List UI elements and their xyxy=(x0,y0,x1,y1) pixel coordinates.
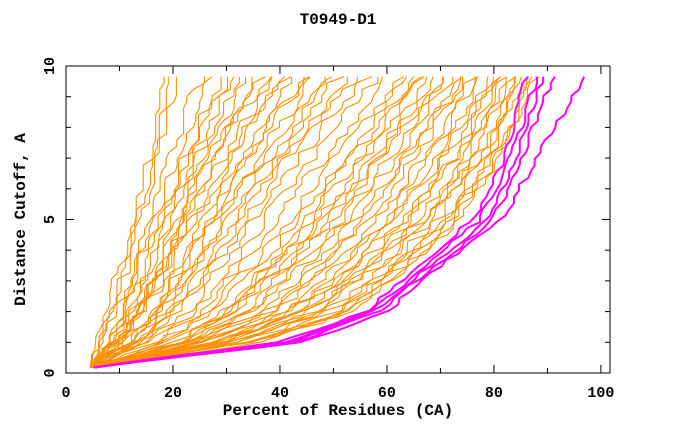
model-curve xyxy=(96,76,434,369)
model-curve xyxy=(91,76,476,369)
model-curve xyxy=(95,76,305,368)
model-curve xyxy=(93,76,286,368)
x-tick-label: 60 xyxy=(378,385,396,402)
model-curve xyxy=(98,76,359,368)
model-curve xyxy=(97,76,415,368)
model-curve xyxy=(92,76,489,369)
model-curve xyxy=(96,76,464,369)
model-curve xyxy=(94,76,310,368)
model-curve xyxy=(91,76,311,369)
x-tick-label: 80 xyxy=(485,385,503,402)
model-curve xyxy=(91,76,326,368)
best-model-curve xyxy=(95,76,556,369)
y-tick-label: 10 xyxy=(42,57,59,75)
x-axis-label: Percent of Residues (CA) xyxy=(222,402,454,420)
model-curve xyxy=(98,76,479,369)
chart-title: T0949-D1 xyxy=(299,11,377,29)
model-curve xyxy=(92,76,205,368)
best-model-curve xyxy=(95,76,545,369)
best-model-curve xyxy=(93,76,586,369)
model-curve xyxy=(98,76,373,368)
model-curve xyxy=(93,76,517,369)
model-curve xyxy=(93,76,229,368)
best-model-curve xyxy=(95,76,538,369)
model-curve xyxy=(93,76,444,369)
x-tick-label: 100 xyxy=(587,385,614,402)
model-curve xyxy=(92,76,222,368)
model-curve xyxy=(96,76,292,368)
x-tick-label: 0 xyxy=(61,385,70,402)
model-curve xyxy=(93,76,540,369)
model-curve xyxy=(91,76,502,369)
model-curve xyxy=(95,76,213,368)
x-tick-label: 20 xyxy=(164,385,182,402)
model-curve xyxy=(91,76,348,368)
model-curve xyxy=(95,76,422,369)
model-curve xyxy=(99,76,405,368)
model-curve xyxy=(92,76,408,369)
model-curve xyxy=(96,76,345,368)
y-tick-label: 5 xyxy=(42,215,59,224)
model-curve xyxy=(96,76,463,369)
x-tick-label: 40 xyxy=(271,385,289,402)
model-curve xyxy=(92,76,332,368)
model-curve xyxy=(91,76,501,369)
model-curve xyxy=(98,76,177,368)
model-curve xyxy=(96,76,240,368)
model-curve xyxy=(92,76,508,369)
model-curve xyxy=(90,76,165,368)
model-curve xyxy=(98,76,379,368)
model-curve xyxy=(89,76,247,368)
best-model-curve xyxy=(93,76,529,369)
y-tick-label: 0 xyxy=(42,368,59,377)
model-curve xyxy=(99,76,444,368)
